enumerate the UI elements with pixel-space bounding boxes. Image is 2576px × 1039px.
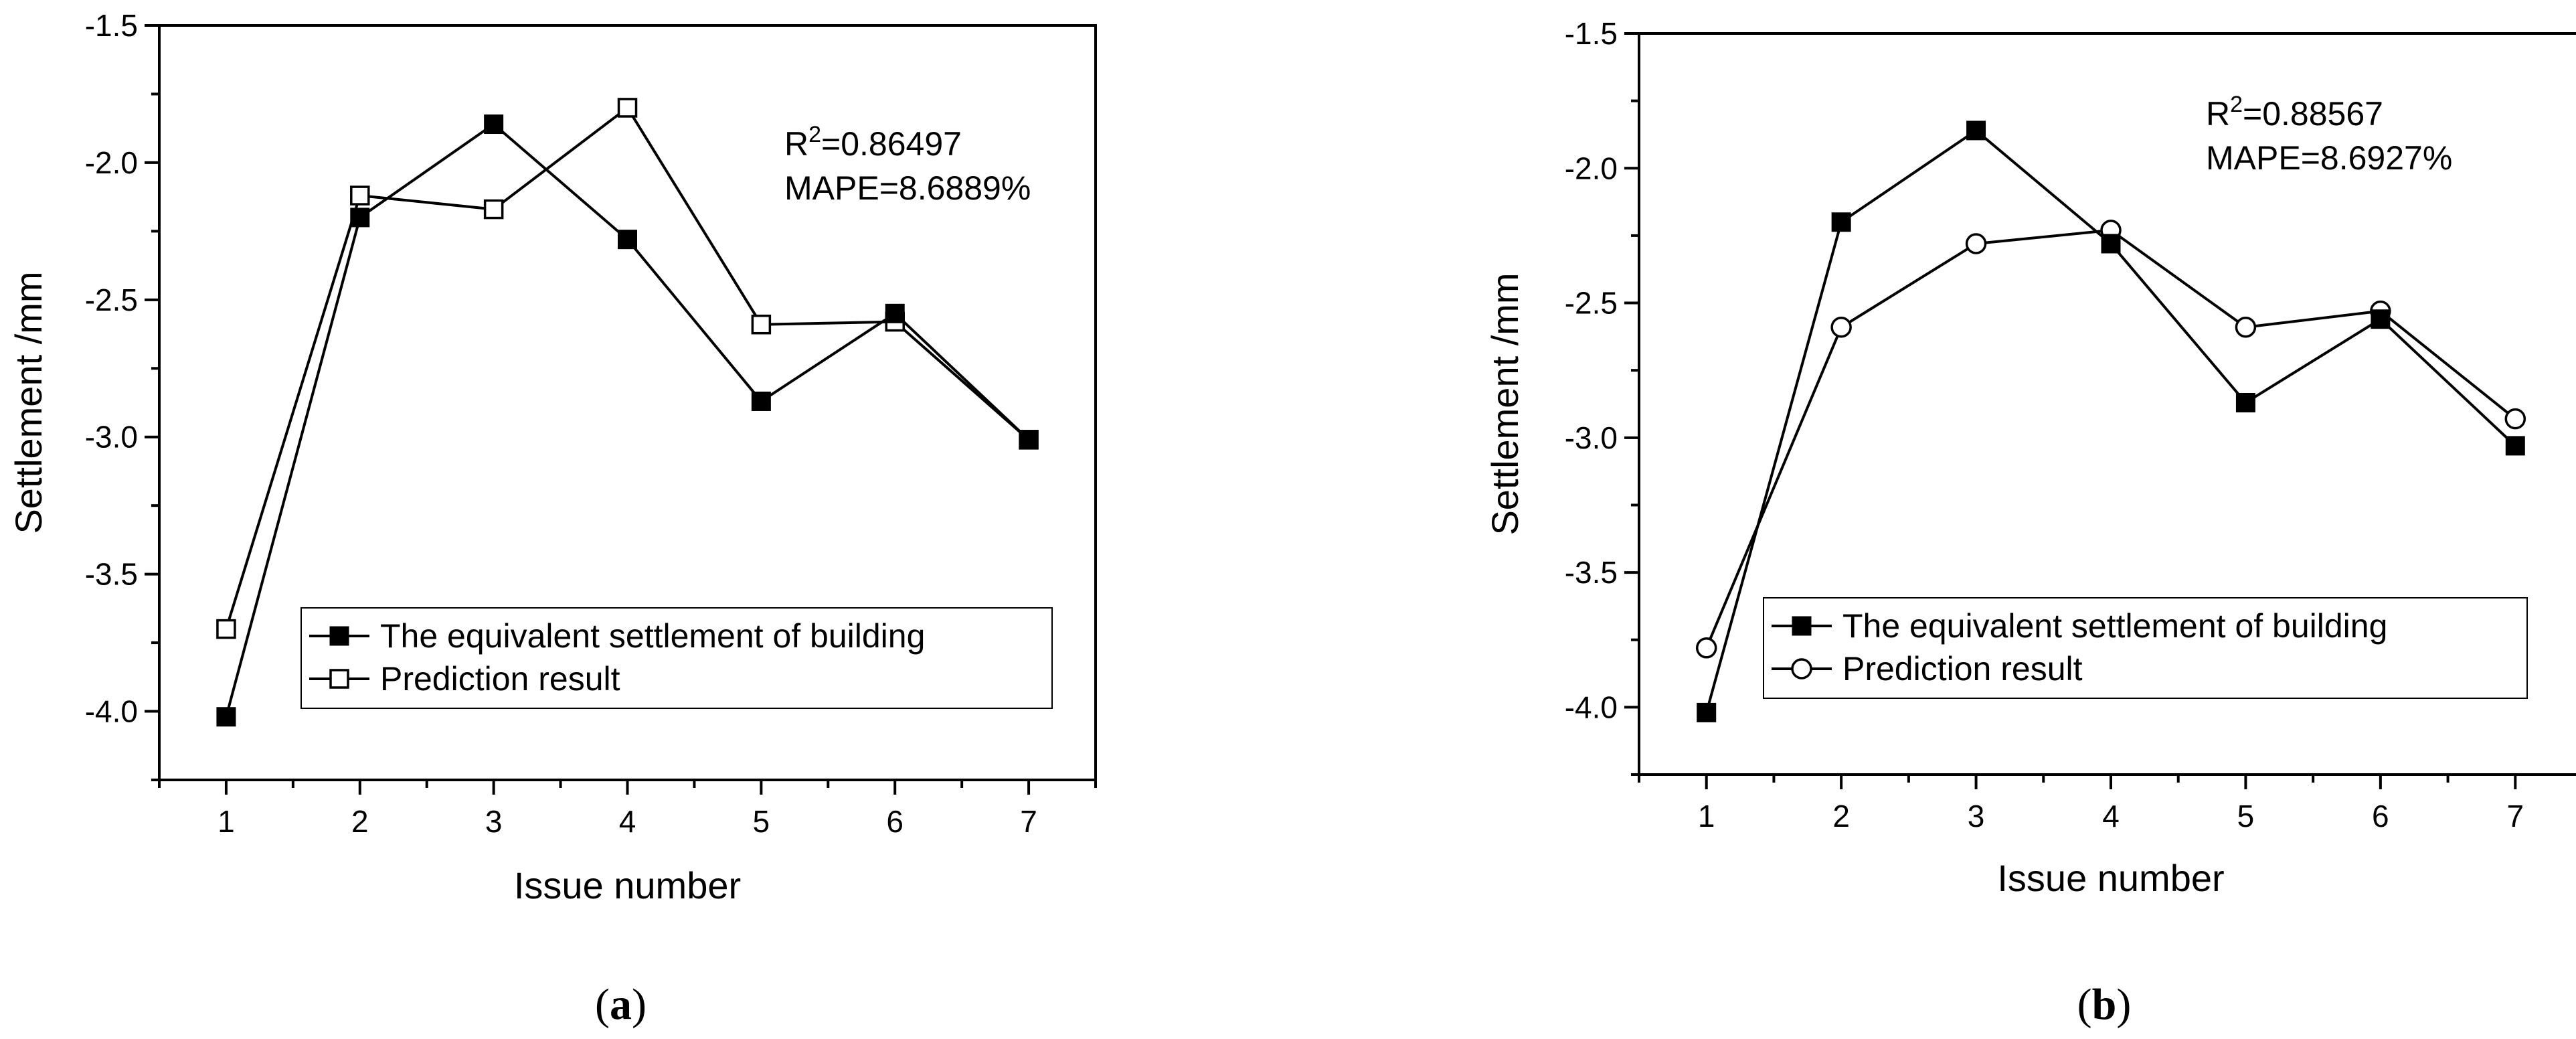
mape-annotation: MAPE=8.6889% bbox=[784, 169, 1031, 207]
data-point-series-0 bbox=[1019, 430, 1039, 450]
data-point-series-0 bbox=[2371, 309, 2391, 329]
data-point-series-0 bbox=[2101, 234, 2121, 254]
data-point-series-1 bbox=[483, 199, 504, 220]
data-point-series-0 bbox=[484, 114, 504, 135]
x-tick-label: 2 bbox=[1832, 799, 1850, 833]
data-point-series-1 bbox=[2235, 317, 2257, 338]
data-point-series-0 bbox=[751, 391, 771, 411]
data-point-series-0 bbox=[2235, 392, 2255, 412]
x-tick-label: 4 bbox=[2102, 799, 2120, 833]
y-tick-label: -2.5 bbox=[85, 283, 138, 317]
chart-svg: -4.0 -3.5 -3.0 -2.5 -2.0 -1.5 1 2 3 4 5 6 7 Issue num… bbox=[1484, 16, 2576, 1029]
data-point-series-0 bbox=[885, 303, 905, 323]
legend-marker bbox=[1791, 658, 1812, 680]
y-tick-label: -3.5 bbox=[1565, 555, 1618, 590]
chart-panel-b: -4.0 -3.5 -3.0 -2.5 -2.0 -1.5 1 2 3 4 5 6 7 Issue num… bbox=[1288, 0, 2576, 1039]
legend-label: Prediction result bbox=[380, 660, 620, 698]
y-tick-label: -2.0 bbox=[85, 145, 138, 180]
data-point-series-0 bbox=[618, 230, 637, 250]
y-tick-label: -1.5 bbox=[85, 8, 138, 43]
y-axis-label: Settlement /mm bbox=[1484, 272, 1526, 535]
data-point-series-0 bbox=[216, 707, 236, 727]
panel-caption: (a) bbox=[595, 980, 647, 1029]
x-tick-label: 2 bbox=[351, 804, 369, 839]
y-tick-label: -2.5 bbox=[1565, 286, 1618, 321]
legend-label: Prediction result bbox=[1842, 650, 2083, 688]
data-point-series-1 bbox=[350, 185, 370, 206]
y-tick-label: -3.0 bbox=[1565, 420, 1618, 455]
y-tick-label: -4.0 bbox=[85, 694, 138, 729]
x-tick-label: 6 bbox=[2372, 799, 2389, 833]
x-tick-label: 7 bbox=[2506, 799, 2524, 833]
y-tick-label: -3.0 bbox=[85, 420, 138, 455]
x-tick-label: 1 bbox=[218, 804, 235, 839]
y-tick-label: -1.5 bbox=[1565, 16, 1618, 51]
data-point-series-0 bbox=[2505, 436, 2525, 456]
x-axis-label: Issue number bbox=[1997, 857, 2224, 899]
data-point-series-0 bbox=[350, 208, 370, 228]
legend-box bbox=[1763, 597, 2528, 699]
x-tick-label: 1 bbox=[1698, 799, 1715, 833]
y-tick-label: -2.0 bbox=[1565, 151, 1618, 185]
y-tick-label: -4.0 bbox=[1565, 690, 1618, 724]
chart-panel-a: -4.0 -3.5 -3.0 -2.5 -2.0 -1.5 1 2 3 4 5 6 7 Issue num… bbox=[7, 8, 1097, 1029]
data-point-series-0 bbox=[1831, 212, 1851, 232]
data-point-series-1 bbox=[1695, 637, 1717, 659]
legend-label: The equivalent settlement of building bbox=[1842, 607, 2387, 645]
x-tick-label: 6 bbox=[886, 804, 904, 839]
data-point-series-1 bbox=[216, 619, 236, 639]
r-squared-annotation: R2=0.86497 bbox=[784, 122, 962, 163]
data-point-series-0 bbox=[1966, 121, 1986, 141]
x-tick-label: 7 bbox=[1020, 804, 1037, 839]
mape-annotation: MAPE=8.6927% bbox=[2206, 139, 2452, 177]
r-squared-annotation: R2=0.88567 bbox=[2206, 92, 2383, 133]
data-point-series-1 bbox=[1830, 317, 1852, 338]
data-point-series-1 bbox=[2504, 408, 2526, 430]
legend-marker bbox=[329, 626, 349, 646]
x-tick-label: 4 bbox=[619, 804, 636, 839]
x-tick-label: 5 bbox=[2237, 799, 2255, 833]
x-tick-label: 5 bbox=[753, 804, 770, 839]
legend-marker bbox=[329, 669, 349, 689]
data-point-series-1 bbox=[1965, 233, 1987, 254]
y-axis-label: Settlement /mm bbox=[7, 271, 50, 534]
legend-label: The equivalent settlement of building bbox=[380, 617, 925, 655]
chart-svg: -4.0 -3.5 -3.0 -2.5 -2.0 -1.5 1 2 3 4 5 6 7 Issue num… bbox=[7, 8, 1097, 1029]
x-tick-label: 3 bbox=[485, 804, 503, 839]
y-tick-label: -3.5 bbox=[85, 557, 138, 592]
data-point-series-1 bbox=[751, 314, 772, 335]
legend-box bbox=[300, 607, 1053, 709]
data-point-series-0 bbox=[1697, 702, 1717, 722]
x-axis-label: Issue number bbox=[514, 864, 741, 906]
panel-caption: (b) bbox=[2077, 980, 2132, 1029]
series-line-1 bbox=[1705, 228, 2516, 649]
legend-marker bbox=[1792, 616, 1812, 636]
data-point-series-1 bbox=[617, 98, 638, 118]
x-tick-label: 3 bbox=[1968, 799, 1985, 833]
